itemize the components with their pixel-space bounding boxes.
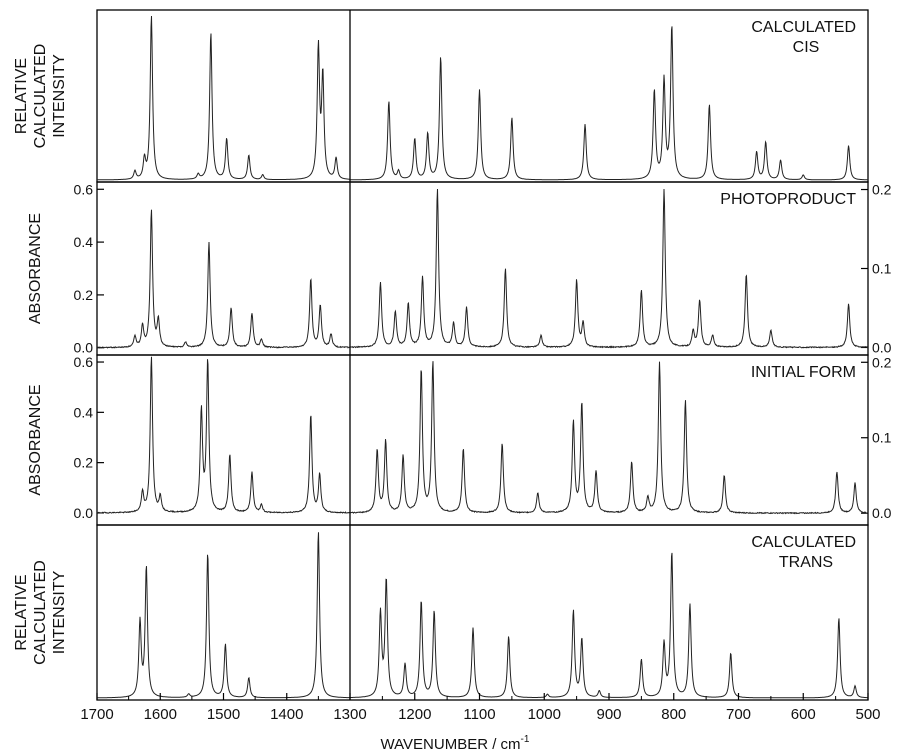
right-y-tick-label: 0.0 <box>872 505 892 521</box>
panel-label-line: TRANS <box>779 554 833 571</box>
x-axis-label: WAVENUMBER / cm-1 <box>381 734 530 752</box>
panel-4: CALCULATEDTRANSRELATIVECALCULATEDINTENSI… <box>13 525 868 700</box>
y-axis-label-line: CALCULATED <box>32 560 49 665</box>
x-tick-label: 1600 <box>144 706 177 723</box>
right-y-tick-label: 0.2 <box>872 354 892 370</box>
y-axis-label-line: ABSORBANCE <box>27 213 44 324</box>
x-tick-label: 900 <box>596 706 621 723</box>
x-tick-label: 1500 <box>207 706 240 723</box>
right-y-tick-label: 0.0 <box>872 339 892 355</box>
y-axis-label-line: INTENSITY <box>51 570 68 654</box>
right-y-tick-label: 0.1 <box>872 261 892 277</box>
x-tick-label: 800 <box>661 706 686 723</box>
x-tick-label: 500 <box>855 706 880 723</box>
panel-label-line: PHOTOPRODUCT <box>720 191 856 208</box>
left-y-tick-label: 0.2 <box>74 287 94 303</box>
spectrum-line-right <box>350 26 868 179</box>
spectrum-line-right <box>350 361 868 513</box>
spectrum-line-left <box>97 532 350 698</box>
spectrum-line-left <box>97 16 350 180</box>
y-axis-label-line: ABSORBANCE <box>27 384 44 495</box>
right-y-tick-label: 0.2 <box>872 182 892 198</box>
panel-label-line: CALCULATED <box>751 19 856 36</box>
x-tick-label: 700 <box>726 706 751 723</box>
left-y-tick-label: 0.4 <box>74 234 94 250</box>
x-tick-label: 1000 <box>528 706 561 723</box>
y-axis-label-line: CALCULATED <box>32 44 49 149</box>
panel-3: 0.0 0.2 0.4 0.6 0.0 0.1 0.2 INITIAL FORM ABSORBA… <box>27 354 892 525</box>
spectrum-line-left <box>97 357 350 513</box>
panel-label-line: CALCULATED <box>751 534 856 551</box>
right-y-tick-label: 0.1 <box>872 430 892 446</box>
spectrum-line-right <box>350 553 868 698</box>
y-axis-label-line: RELATIVE <box>13 58 30 134</box>
x-tick-label: 1300 <box>333 706 366 723</box>
panel-2: 0.00.20.40.60.00.10.2PHOTOPRODUCTABSORBA… <box>27 181 892 355</box>
left-y-tick-label: 0.2 <box>74 455 94 471</box>
left-y-tick-label: 0.6 <box>74 181 94 197</box>
y-axis-label-line: INTENSITY <box>51 54 68 138</box>
left-y-tick-label: 0.0 <box>74 505 94 521</box>
x-tick-label: 1100 <box>463 706 495 723</box>
spectrum-line-left <box>97 210 350 348</box>
spectrum-line-right <box>350 189 868 348</box>
x-tick-label: 600 <box>791 706 816 723</box>
left-y-tick-label: 0.6 <box>74 354 94 370</box>
panel-1: CALCULATEDCISRELATIVECALCULATEDINTENSITY <box>13 10 868 182</box>
x-tick-label: 1700 <box>80 706 113 723</box>
x-axis-label-superscript: -1 <box>521 734 530 745</box>
x-tick-label: 1200 <box>398 706 431 723</box>
panel-label-line: CIS <box>793 39 820 56</box>
left-y-tick-label: 0.4 <box>74 404 94 420</box>
panel-frame <box>97 525 868 700</box>
x-tick-label: 1400 <box>270 706 303 723</box>
panels-layer: CALCULATEDCISRELATIVECALCULATEDINTENSITY… <box>13 10 892 700</box>
y-axis-label-line: RELATIVE <box>13 574 30 650</box>
panel-label-line: INITIAL FORM <box>751 364 856 381</box>
